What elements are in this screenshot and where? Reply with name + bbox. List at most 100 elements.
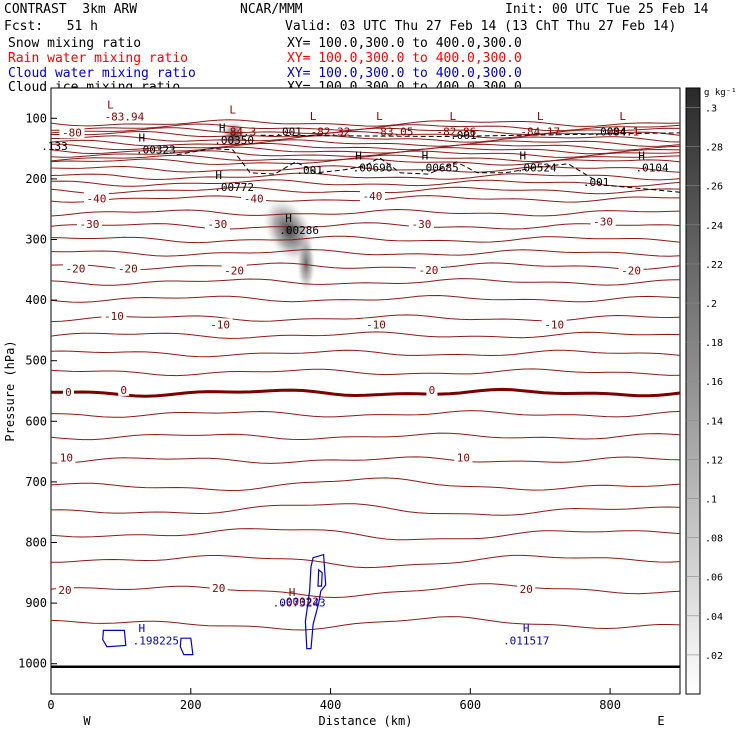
extremum-label-4: L <box>310 110 317 123</box>
field-name-snow: Snow mixing ratio <box>8 36 142 51</box>
isotherm-label-11: -20 <box>418 264 438 277</box>
isotherm-16 <box>50 208 681 217</box>
snow-contour-dashed-top <box>260 132 681 137</box>
isotherm-4 <box>51 135 681 143</box>
isotherm-31 <box>50 477 681 492</box>
isotherm-label-bg-18 <box>118 383 130 396</box>
isotherm-label-bg-15 <box>363 318 389 331</box>
extremum-label-5: -82.32 <box>311 125 351 138</box>
x-end-label-east: E <box>657 714 664 728</box>
extremum-label-32: H <box>215 169 222 182</box>
extremum-label-25: H <box>422 150 429 163</box>
colorbar-label-7: .16 <box>705 377 723 388</box>
isotherm-label-bg-22 <box>55 583 74 596</box>
isotherm-label-bg-13 <box>101 309 127 322</box>
isotherm-label-6: -30 <box>411 218 431 231</box>
extremum-label-20: .0004 <box>594 125 627 138</box>
extremum-label-23: H <box>355 150 362 163</box>
extremum-label-0: L <box>107 99 114 112</box>
isotherm-label-24: 20 <box>520 583 533 596</box>
extremum-label-26: .00685 <box>419 162 459 175</box>
isotherm-33 <box>50 528 681 541</box>
isotherm-label-bg-7 <box>590 215 616 228</box>
isotherm-label-bg-23 <box>209 581 228 594</box>
y-tick-label-200: 200 <box>25 172 47 186</box>
colorbar-label-10: .22 <box>705 260 723 271</box>
isotherm-label-bg-1 <box>83 192 109 205</box>
colorbar-label-8: .18 <box>705 338 723 349</box>
extremum-label-19: .001 <box>450 129 477 142</box>
colorbar-label-12: .26 <box>705 182 723 193</box>
isotherm-0 <box>50 119 681 127</box>
extremum-label-38: .0073243 <box>273 597 326 610</box>
extremum-label-40: .198225 <box>133 634 179 647</box>
valid-time: Valid: 03 UTC Thu 27 Feb 14 (13 ChT Thu … <box>285 19 677 34</box>
isotherm-19 <box>50 249 681 257</box>
x-tick-label-800: 800 <box>599 698 621 712</box>
isotherm-27 <box>51 387 681 398</box>
contour-labels: -80 -40 -40 -40 -30 -30 -30 -30 -20 -20 -20 -20 -20 -… <box>41 99 669 648</box>
extremum-label-18: .001 <box>275 125 302 138</box>
isotherm-label-bg-19 <box>426 383 438 396</box>
isotherm-17 <box>50 222 681 230</box>
field-xy-rain: XY= 100.0,300.0 to 400.0,300.0 <box>287 51 522 66</box>
isotherm-2 <box>50 127 681 135</box>
org-label: NCAR/MMM <box>240 2 303 17</box>
extremum-label-33: .00772 <box>214 181 254 194</box>
colorbar-label-14: .3 <box>705 104 717 115</box>
y-tick-label-300: 300 <box>25 233 47 247</box>
y-tick-label-900: 900 <box>25 596 47 610</box>
init-time: Init: 00 UTC Tue 25 Feb 14 <box>505 2 709 17</box>
extremum-label-41: H <box>523 622 530 635</box>
isotherm-11 <box>50 165 681 173</box>
colorbar-label-0: .02 <box>705 651 723 662</box>
cloud-water-contour-west <box>102 629 127 648</box>
cloud-water-contour-inner <box>317 568 323 587</box>
y-tick-label-1000: 1000 <box>18 657 47 671</box>
isotherm-label-1: -40 <box>86 192 106 205</box>
extremum-label-14: H <box>139 131 146 144</box>
isotherm-12 <box>50 172 681 181</box>
isotherm-label-4: -30 <box>80 218 100 231</box>
y-axis-label: Pressure (hPa) <box>3 340 17 441</box>
extremum-label-36: H <box>289 586 296 599</box>
extremum-label-22: .001 <box>296 164 323 177</box>
isotherm-label-15: -10 <box>366 318 386 331</box>
extremum-label-27: H <box>519 150 526 163</box>
cloud-water-contour-west2 <box>179 637 194 656</box>
colorbar-label-13: .28 <box>705 143 723 154</box>
extremum-label-12: L <box>619 110 626 123</box>
extremum-label-8: L <box>450 110 457 123</box>
extremum-label-37: .00022 <box>279 596 319 609</box>
y-tick-label-700: 700 <box>25 475 47 489</box>
colorbar-label-4: .1 <box>705 495 717 506</box>
isotherm-label-14: -10 <box>210 318 230 331</box>
isotherm-34 <box>50 554 681 569</box>
extremum-label-24: .00696 <box>353 162 393 175</box>
field-name-cloud-water: Cloud water mixing ratio <box>8 66 196 81</box>
forecast-hour: Fcst: 51 h <box>4 19 98 34</box>
isotherm-label-13: -10 <box>104 310 124 323</box>
extremum-label-21: .133 <box>41 140 68 153</box>
isotherm-23 <box>50 314 681 323</box>
isotherm-label-bg-24 <box>517 583 536 596</box>
isotherm-label-23: 20 <box>212 582 225 595</box>
extremum-label-9: -82.86 <box>436 125 476 138</box>
isotherm-label-bg-12 <box>618 264 644 277</box>
isotherm-13 <box>50 179 681 188</box>
isotherm-label-5: -30 <box>207 218 227 231</box>
extremum-label-35: .00286 <box>279 224 319 237</box>
isotherm-22 <box>50 294 681 303</box>
x-tick-label-600: 600 <box>459 698 481 712</box>
isotherm-label-bg-9 <box>115 262 141 275</box>
colorbar-label-5: .12 <box>705 455 723 466</box>
isotherm-6 <box>50 143 681 151</box>
isotherm-label-19: 0 <box>429 384 436 397</box>
isotherm-label-bg-16 <box>541 318 567 331</box>
extremum-label-17: .00350 <box>214 134 254 147</box>
isotherm-label-8: -20 <box>66 263 86 276</box>
colorbar-label-1: .04 <box>705 612 723 623</box>
snow-shade-upper <box>222 121 247 150</box>
extremum-label-13: -84.1 <box>606 125 639 138</box>
